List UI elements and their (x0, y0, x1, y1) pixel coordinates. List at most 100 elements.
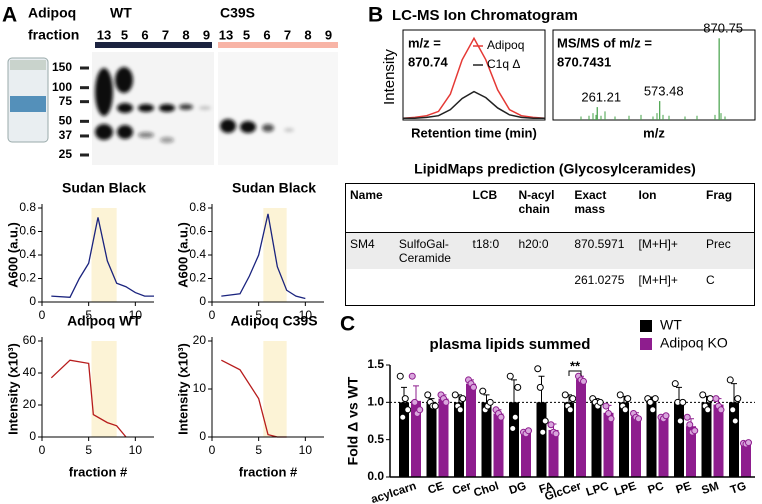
data-point (607, 415, 615, 423)
chart-title: Sudan Black (62, 180, 146, 196)
band (95, 124, 113, 140)
bar (399, 402, 409, 477)
data-point (686, 421, 694, 429)
peak-label: 573.48 (644, 84, 684, 99)
y-tick-label: 0 (199, 429, 206, 443)
table-cell: t18:0 (468, 232, 515, 269)
bar (466, 383, 476, 477)
data-point (624, 395, 632, 403)
tube-top (10, 60, 46, 70)
x-tick-label: DG (508, 480, 528, 497)
band (117, 103, 133, 113)
legend-label: WT (660, 317, 682, 333)
chromatogram-frame (402, 29, 546, 121)
bar (631, 416, 641, 477)
y-tick-label: 0.2 (189, 271, 206, 285)
x-tick-label: 5 (255, 308, 262, 322)
panel-label: A (2, 4, 17, 27)
data-point (424, 391, 432, 399)
data-point (431, 402, 439, 410)
chart-title: plasma lipids summed (430, 336, 591, 353)
mw-label: 50 (59, 114, 73, 128)
data-line (50, 359, 127, 438)
bar (741, 443, 751, 477)
significance-bracket (568, 370, 582, 376)
data-point (541, 417, 549, 425)
table-row: SM4 SulfoGal-Ceramide t18:0 h20:0 870.5971 [M… (345, 232, 755, 269)
band (117, 125, 133, 139)
band (262, 124, 274, 132)
lane-label: 9 (203, 27, 210, 42)
x-tick-label: LPE (613, 480, 638, 498)
bar (564, 402, 574, 477)
y-axis-label: A600 (a.u.) (5, 222, 20, 288)
data-point (456, 406, 464, 414)
bar (674, 402, 684, 477)
data-point (699, 391, 707, 399)
highlight-band (263, 341, 287, 437)
mw-label: 150 (52, 60, 72, 74)
y-tick-label: 0.4 (189, 247, 206, 261)
table-cell (346, 269, 395, 306)
gel-group: C39S (220, 5, 255, 21)
bar (729, 402, 739, 477)
data-point (734, 395, 742, 403)
lane-label: 8 (304, 27, 311, 42)
spectrum-frame (552, 29, 756, 121)
data-point (509, 424, 517, 432)
data-point (662, 412, 670, 420)
data-point (497, 413, 505, 421)
bar (548, 429, 559, 477)
data-point (514, 383, 522, 391)
table-cell: 261.0275 (574, 273, 625, 287)
band (240, 121, 256, 133)
band (199, 106, 211, 110)
header-cell: Exact mass (570, 183, 635, 233)
lane-label: 6 (263, 27, 270, 42)
bar (686, 426, 696, 477)
data-point (506, 372, 514, 380)
y-axis-label: Intensity (x10³) (5, 343, 20, 435)
header-cell: Frag (702, 183, 755, 233)
x-tick-label: Cer (451, 480, 473, 498)
y-tick-label: 0 (199, 294, 206, 308)
band (284, 128, 294, 132)
mw-label: 37 (59, 128, 73, 142)
data-point (459, 395, 467, 403)
data-line (402, 36, 546, 120)
lane-label: 9 (325, 27, 332, 42)
x-axis-label: Retention time (min) (411, 125, 537, 140)
bar (509, 402, 519, 477)
data-point (691, 427, 699, 435)
table-cell: C (706, 273, 715, 287)
bar (646, 402, 657, 477)
table-title: LipidMaps prediction (Glycosylceramides) (414, 161, 696, 177)
bar (426, 402, 437, 477)
x-tick-label: 0 (209, 308, 216, 322)
header-cell: LCB (468, 183, 515, 233)
x-tick-label: SM (700, 480, 720, 497)
bar (713, 404, 724, 477)
legend-label: C1q Δ (487, 57, 520, 71)
annotation: 870.7431 (557, 54, 611, 69)
x-tick-label: 0 (209, 443, 216, 457)
data-point (602, 402, 610, 410)
x-tick-label: LPC (585, 480, 611, 499)
bar (411, 400, 421, 477)
panel-label: C (340, 313, 355, 336)
y-tick-label: 10 (193, 381, 207, 395)
error-bar (401, 386, 407, 418)
y-tick-label: 1.5 (367, 357, 384, 371)
data-point (534, 365, 542, 373)
data-point (536, 383, 544, 391)
x-tick-label: 10 (129, 443, 143, 457)
y-tick-label: 0.6 (19, 224, 36, 238)
table-header: Name LCB N-acyl chain Exact mass Ion Frag (345, 183, 755, 233)
highlight-band (91, 208, 117, 302)
gel-bands (95, 67, 294, 143)
data-point (635, 415, 642, 423)
lane-label: 7 (284, 27, 291, 42)
y-tick-label: 20 (23, 397, 37, 411)
data-point (547, 421, 555, 429)
